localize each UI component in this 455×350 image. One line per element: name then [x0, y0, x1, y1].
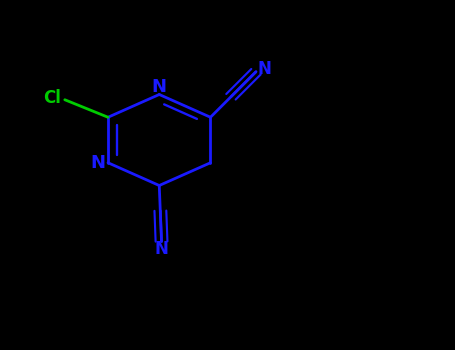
Text: Cl: Cl: [43, 89, 61, 107]
Text: N: N: [257, 60, 271, 78]
Text: N: N: [91, 154, 106, 172]
Text: N: N: [155, 240, 168, 258]
Text: N: N: [152, 78, 167, 96]
